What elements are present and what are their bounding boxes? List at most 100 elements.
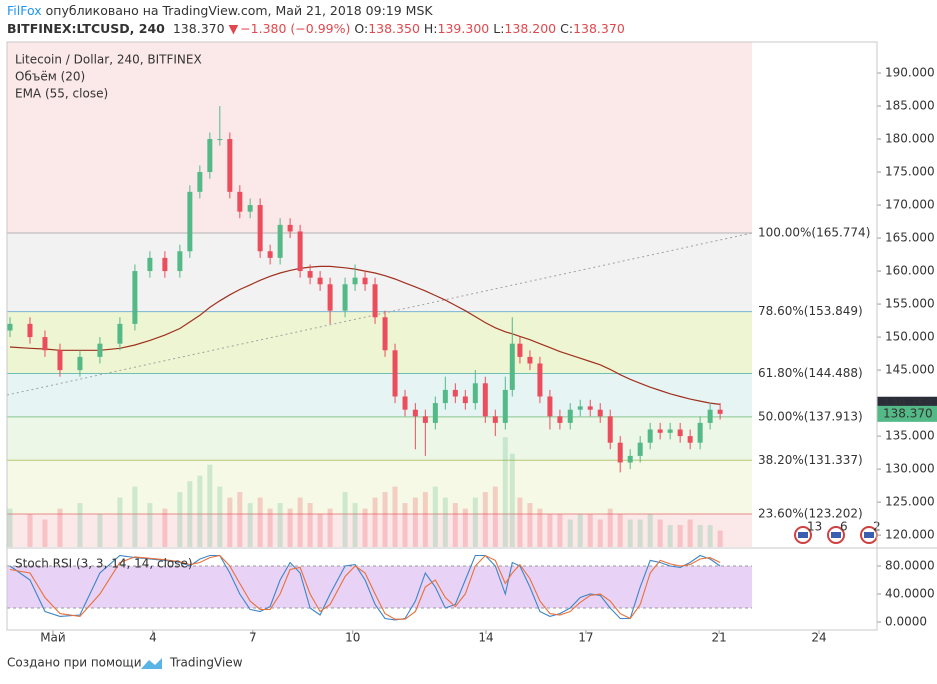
- fib-band: [7, 513, 752, 547]
- volume-bar: [502, 437, 508, 547]
- candle-body: [547, 396, 553, 417]
- volume-bar: [277, 503, 283, 547]
- footer-brand[interactable]: TradingView: [169, 656, 243, 670]
- event-flag: [831, 532, 841, 538]
- volume-bar: [352, 503, 358, 547]
- candle-body: [587, 406, 593, 410]
- volume-bar: [707, 525, 713, 547]
- candle-body: [667, 429, 673, 433]
- candle-body: [697, 422, 703, 443]
- candle-body: [187, 191, 193, 252]
- volume-bar: [382, 492, 388, 547]
- x-tick-label: 17: [578, 631, 593, 645]
- logo: [141, 658, 162, 669]
- event-flag: [864, 532, 874, 538]
- candle-body: [327, 284, 333, 311]
- x-tick-label: 21: [711, 631, 726, 645]
- ohlc-value: 138.200: [504, 21, 556, 36]
- volume-bar: [237, 492, 243, 547]
- volume-bar: [247, 503, 253, 547]
- volume-bar: [402, 503, 408, 547]
- y-tick-label: 125.000: [885, 495, 935, 509]
- candle-body: [647, 429, 653, 443]
- ema-line: [9, 265, 721, 405]
- volume-bar: [42, 519, 48, 547]
- volume-bar: [307, 503, 313, 547]
- stoch-tick-label: 0.0000: [885, 615, 927, 629]
- candle-body: [537, 363, 543, 397]
- event-count: 13: [807, 520, 822, 534]
- footer-text: Создано при помощи: [7, 656, 142, 670]
- ohlc-label: L:: [493, 21, 504, 36]
- volume-bar: [97, 514, 103, 547]
- volume-bar: [147, 503, 153, 547]
- fib-band: [7, 416, 752, 461]
- y-tick-label: 170.000: [885, 198, 935, 212]
- fib-label: 61.80%(144.488): [758, 366, 863, 380]
- candle-body: [482, 383, 488, 417]
- symbol: BITFINEX:LTCUSD, 240: [7, 21, 165, 36]
- y-tick-label: 180.000: [885, 132, 935, 146]
- volume-bar: [317, 514, 323, 547]
- volume-bar: [372, 497, 378, 547]
- ema-legend: EMA (55, close): [15, 87, 108, 101]
- volume-bar: [297, 497, 303, 547]
- volume-legend: Объём (20): [15, 70, 85, 84]
- stoch-line: [9, 554, 721, 621]
- price-tag-label: 138.370: [883, 406, 933, 420]
- volume-bar: [567, 519, 573, 547]
- candle-body: [392, 350, 398, 397]
- candle-body: [557, 416, 563, 423]
- candle-body: [597, 409, 603, 417]
- candle-body: [117, 323, 123, 344]
- stoch-line: [9, 554, 721, 620]
- volume-bar: [227, 497, 233, 547]
- fib-band: [7, 460, 752, 514]
- candle-body: [162, 257, 168, 272]
- volume-bar: [442, 497, 448, 547]
- x-tick-label: 7: [249, 631, 257, 645]
- volume-bar: [422, 492, 428, 547]
- volume-bar: [412, 497, 418, 547]
- fib-band: [7, 232, 752, 312]
- volume-bar: [472, 497, 478, 547]
- volume-bar: [517, 497, 523, 547]
- volume-bar: [257, 497, 263, 547]
- symbol-line: BITFINEX:LTCUSD, 240 138.370 ▼ −1.380 (−0.9…: [7, 21, 625, 36]
- candle-body: [97, 343, 103, 357]
- candle-body: [432, 403, 438, 423]
- candle-body: [677, 429, 683, 437]
- volume-bar: [657, 519, 663, 547]
- candle-body: [382, 317, 388, 351]
- volume-bar: [267, 508, 273, 547]
- change: −1.380 (−0.99%): [240, 21, 350, 36]
- candle-body: [617, 442, 623, 463]
- candle-body: [42, 337, 48, 351]
- stoch-band: [7, 566, 752, 609]
- candle-body: [237, 191, 243, 212]
- ohlc-value: 138.350: [368, 21, 420, 36]
- candle-body: [462, 396, 468, 404]
- x-tick-label: 14: [478, 631, 493, 645]
- volume-bar: [697, 525, 703, 547]
- volume-bar: [362, 508, 368, 547]
- author[interactable]: FilFox: [7, 3, 42, 18]
- candle-body: [287, 224, 293, 232]
- publish-line: FilFox опубликовано на TradingView.com, М…: [7, 3, 433, 18]
- candle-body: [442, 389, 448, 404]
- volume-bar: [557, 514, 563, 547]
- candle-body: [717, 409, 723, 414]
- volume-bar: [577, 514, 583, 547]
- candle-body: [577, 406, 583, 410]
- y-tick-label: 150.000: [885, 330, 935, 344]
- volume-bar: [717, 530, 723, 547]
- y-tick-label: 145.000: [885, 363, 935, 377]
- candle-body: [307, 271, 313, 278]
- candle-body: [412, 409, 418, 417]
- candle-body: [257, 205, 263, 252]
- ohlc-label: O:: [354, 21, 368, 36]
- volume-bar: [462, 508, 468, 547]
- y-tick-label: 155.000: [885, 297, 935, 311]
- y-tick-label: 165.000: [885, 231, 935, 245]
